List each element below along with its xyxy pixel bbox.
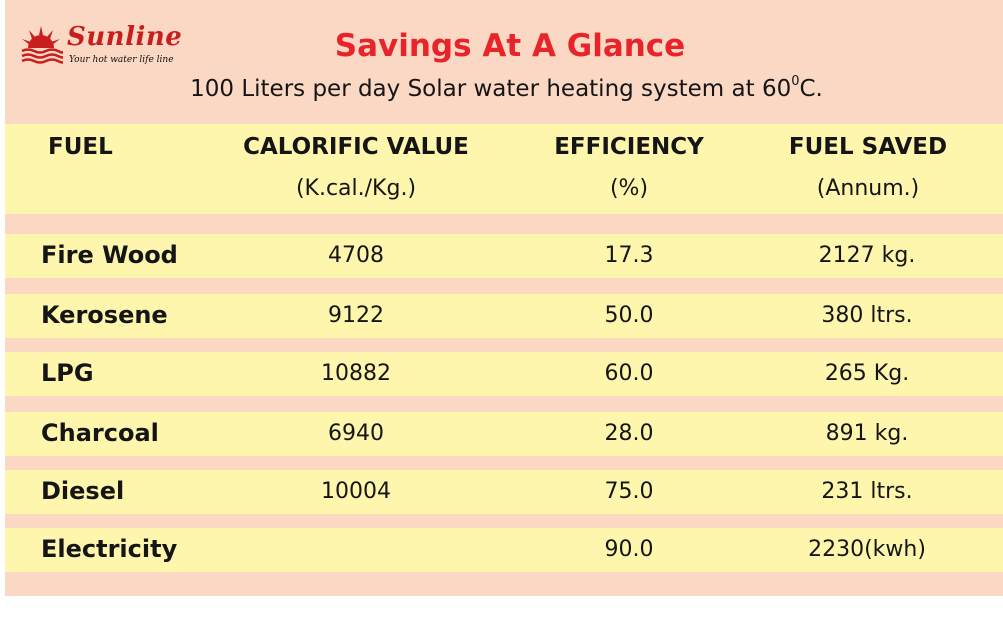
calorific-value: 6940 — [328, 421, 384, 446]
calorific-value: 10004 — [321, 479, 391, 504]
header-band: Sunline Your hot water life line Savings… — [5, 0, 1003, 124]
table-row: Diesel 10004 75.0 231 ltrs. — [5, 470, 1003, 514]
fuel-name: Electricity — [41, 535, 178, 563]
column-subheader-calorific: (K.cal./Kg.) — [295, 176, 417, 201]
efficiency-value: 75.0 — [604, 479, 654, 504]
column-header-band — [5, 124, 1003, 214]
brand-name: Sunline — [67, 22, 183, 52]
divider-band — [5, 278, 1003, 294]
table-row: LPG 10882 60.0 265 Kg. — [5, 352, 1003, 396]
subtitle-unit: C. — [799, 76, 823, 102]
page-title: Savings At A Glance — [334, 28, 686, 64]
page-subtitle: 100 Liters per day Solar water heating s… — [5, 74, 1003, 102]
divider-band — [5, 338, 1003, 352]
efficiency-value: 60.0 — [604, 361, 654, 386]
table-row: Fire Wood 4708 17.3 2127 kg. — [5, 234, 1003, 278]
calorific-value: 4708 — [328, 243, 384, 268]
efficiency-value: 90.0 — [604, 537, 654, 562]
calorific-value: 10882 — [321, 361, 391, 386]
fuel-name: Diesel — [41, 477, 125, 505]
efficiency-value: 28.0 — [604, 421, 654, 446]
degree-symbol: 0 — [791, 74, 800, 90]
subtitle-text: 100 Liters per day Solar water heating s… — [190, 76, 792, 102]
column-header-efficiency: EFFICIENCY — [554, 134, 704, 160]
fuel-saved-value: 2127 kg. — [818, 243, 916, 268]
brand-logo: Sunline Your hot water life line — [19, 22, 183, 72]
fuel-saved-value: 891 kg. — [825, 421, 909, 446]
fuel-saved-value: 2230(kwh) — [808, 537, 926, 562]
divider-band — [5, 514, 1003, 528]
column-header-fuel-saved: FUEL SAVED — [788, 134, 948, 160]
divider-band — [5, 214, 1003, 234]
divider-band — [5, 456, 1003, 470]
divider-band — [5, 396, 1003, 412]
table-row: Electricity 90.0 2230(kwh) — [5, 528, 1003, 572]
efficiency-value: 17.3 — [604, 243, 654, 268]
column-subheader-efficiency: (%) — [609, 176, 649, 201]
fuel-saved-value: 231 ltrs. — [821, 479, 913, 504]
table-row: Charcoal 6940 28.0 891 kg. — [5, 412, 1003, 456]
table-row: Kerosene 9122 50.0 380 ltrs. — [5, 294, 1003, 338]
fuel-name: LPG — [41, 359, 94, 387]
fuel-name: Fire Wood — [41, 241, 178, 269]
fuel-saved-value: 380 ltrs. — [821, 303, 913, 328]
brand-tagline: Your hot water life line — [69, 55, 174, 65]
calorific-value: 9122 — [328, 303, 384, 328]
fuel-saved-value: 265 Kg. — [824, 361, 910, 386]
efficiency-value: 50.0 — [604, 303, 654, 328]
fuel-name: Charcoal — [41, 419, 159, 447]
column-header-fuel: FUEL — [48, 134, 113, 160]
fuel-name: Kerosene — [41, 301, 168, 329]
column-header-calorific: CALORIFIC VALUE — [243, 134, 469, 160]
sun-logo-icon — [21, 26, 63, 64]
bottom-band — [5, 572, 1003, 596]
column-subheader-fuel-saved: (Annum.) — [816, 176, 920, 201]
